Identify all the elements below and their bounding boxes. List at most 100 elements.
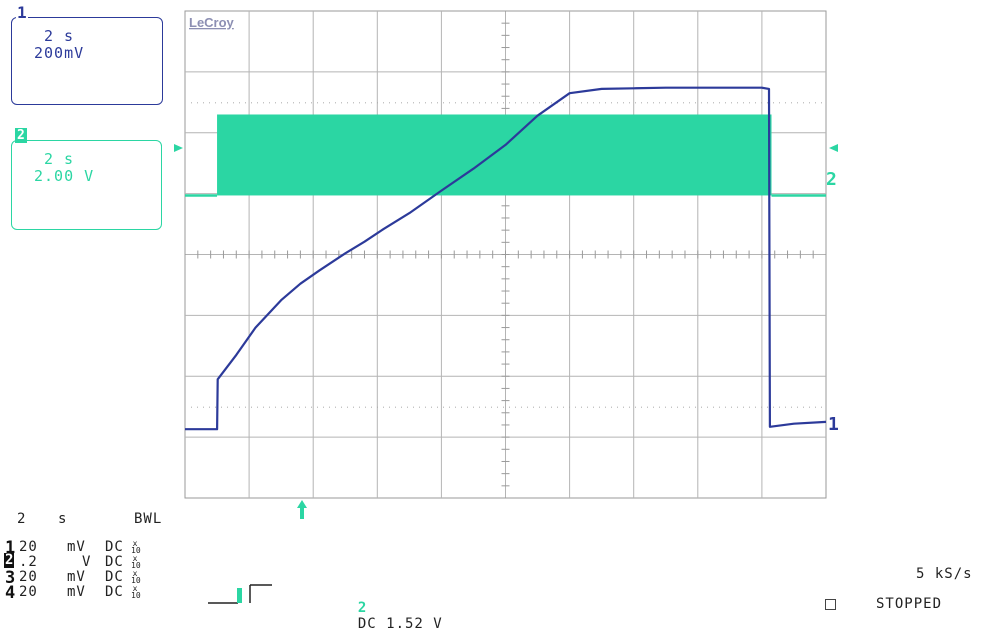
trigger-slope-icon xyxy=(208,584,272,604)
reference-dot xyxy=(677,102,678,104)
ch2-info-box[interactable]: 2 s 2.00 V xyxy=(11,140,162,230)
reference-dot xyxy=(599,102,600,104)
reference-dot xyxy=(725,102,726,104)
ch1-info-box[interactable]: 2 s 200mV xyxy=(11,17,163,105)
reference-dot xyxy=(737,406,738,408)
reference-dot xyxy=(527,406,528,408)
reference-dot xyxy=(341,406,342,408)
channel-scale: 20 xyxy=(19,539,38,555)
reference-dot xyxy=(749,406,750,408)
reference-dot xyxy=(227,406,228,408)
reference-dot xyxy=(191,406,192,408)
reference-dot xyxy=(239,406,240,408)
reference-dot xyxy=(317,406,318,408)
reference-dot xyxy=(491,102,492,104)
reference-dot xyxy=(461,406,462,408)
reference-dot xyxy=(281,406,282,408)
reference-dot xyxy=(521,406,522,408)
reference-dot xyxy=(779,102,780,104)
reference-dot xyxy=(545,102,546,104)
reference-dot xyxy=(197,406,198,408)
reference-dot xyxy=(701,102,702,104)
reference-dot xyxy=(749,102,750,104)
reference-dot xyxy=(521,102,522,104)
reference-dot xyxy=(485,406,486,408)
reference-dot xyxy=(425,102,426,104)
reference-dot xyxy=(821,406,822,408)
channel-coupling: DC xyxy=(105,569,124,585)
reference-dot xyxy=(191,102,192,104)
reference-dot xyxy=(659,102,660,104)
reference-dot xyxy=(803,102,804,104)
trigger-readout[interactable]: 2 DC 1.52 V xyxy=(339,584,443,632)
reference-dot xyxy=(275,406,276,408)
reference-dot xyxy=(365,406,366,408)
reference-dot xyxy=(599,406,600,408)
reference-dot xyxy=(731,406,732,408)
reference-dot xyxy=(581,406,582,408)
reference-dot xyxy=(407,102,408,104)
reference-dot xyxy=(461,102,462,104)
reference-dot xyxy=(755,406,756,408)
reference-dot xyxy=(467,406,468,408)
ch2-timebase: 2 s xyxy=(44,150,75,168)
reference-dot xyxy=(743,406,744,408)
reference-dot xyxy=(335,406,336,408)
reference-dot xyxy=(203,102,204,104)
reference-dot xyxy=(419,102,420,104)
reference-dot xyxy=(269,102,270,104)
reference-dot xyxy=(689,102,690,104)
reference-dot xyxy=(215,102,216,104)
reference-dot xyxy=(767,102,768,104)
reference-dot xyxy=(809,102,810,104)
ch2-left-level-marker[interactable] xyxy=(174,144,183,152)
reference-dot xyxy=(251,406,252,408)
reference-dot xyxy=(401,102,402,104)
reference-dot xyxy=(257,102,258,104)
reference-dot xyxy=(617,102,618,104)
reference-dot xyxy=(713,406,714,408)
ch2-burst-band xyxy=(217,114,772,196)
reference-dot xyxy=(317,102,318,104)
reference-dot xyxy=(623,102,624,104)
reference-dot xyxy=(491,406,492,408)
reference-dot xyxy=(209,406,210,408)
reference-dot xyxy=(227,102,228,104)
reference-dot xyxy=(743,102,744,104)
reference-dot xyxy=(239,102,240,104)
ch2-right-level-marker[interactable] xyxy=(829,144,838,152)
reference-dot xyxy=(629,102,630,104)
bandwidth-limit-label: BWL xyxy=(134,511,163,527)
graticule xyxy=(184,10,827,499)
reference-dot xyxy=(383,102,384,104)
ch2-burst-trace xyxy=(185,114,826,197)
reference-dot xyxy=(395,406,396,408)
reference-dot xyxy=(707,406,708,408)
reference-dot xyxy=(209,102,210,104)
reference-dot xyxy=(497,406,498,408)
probe-x10-icon: x 10 xyxy=(131,569,141,585)
reference-dot xyxy=(809,406,810,408)
ch2-volts-per-div: 2.00 V xyxy=(34,167,95,185)
reference-dot xyxy=(791,406,792,408)
reference-dot xyxy=(761,406,762,408)
reference-dot xyxy=(785,406,786,408)
reference-dot xyxy=(473,406,474,408)
reference-dot xyxy=(353,102,354,104)
reference-dot xyxy=(815,102,816,104)
reference-dot xyxy=(701,406,702,408)
ch1-timebase: 2 s xyxy=(44,27,75,45)
reference-dot xyxy=(365,102,366,104)
reference-dot xyxy=(719,406,720,408)
reference-dot xyxy=(401,406,402,408)
trigger-slope-edge-icon xyxy=(237,588,242,603)
reference-dot xyxy=(659,406,660,408)
reference-dot xyxy=(635,102,636,104)
channel-scale: 20 xyxy=(19,569,38,585)
ch2-trace-label: 2 xyxy=(826,169,837,190)
trigger-position-arrow[interactable] xyxy=(297,500,307,519)
reference-dot xyxy=(737,102,738,104)
reference-dot xyxy=(419,406,420,408)
reference-dot xyxy=(431,406,432,408)
reference-dot xyxy=(773,102,774,104)
